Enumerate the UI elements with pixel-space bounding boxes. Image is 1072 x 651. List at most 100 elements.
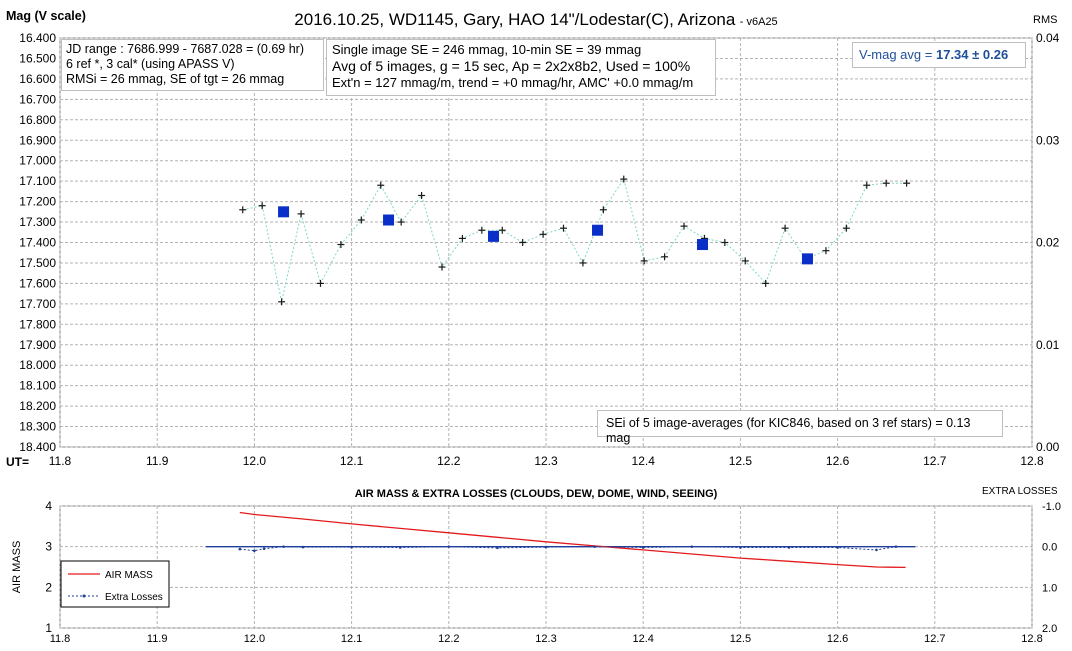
- data-point-individual: [357, 216, 365, 224]
- data-point-individual: [822, 247, 830, 255]
- lower-x-tick-label: 12.3: [535, 633, 556, 645]
- data-point-individual: [519, 239, 527, 246]
- y2-axis-label: RMS: [1033, 14, 1057, 26]
- data-point-individual: [741, 257, 749, 265]
- lower-x-tick-label: 12.5: [730, 633, 751, 645]
- y-tick-label: 18.200: [19, 399, 56, 413]
- data-point-individual: [438, 263, 446, 271]
- data-point-individual: [539, 230, 547, 238]
- y-tick-label: 18.000: [19, 358, 56, 372]
- y-tick-label: 17.300: [19, 215, 56, 229]
- data-point-individual: [842, 224, 850, 232]
- lower-y-axis-label: AIR MASS: [11, 541, 23, 594]
- vmag-avg-error: ± 0.26: [972, 47, 1009, 62]
- extra-losses-point: [544, 545, 548, 549]
- data-point-individual: [278, 298, 286, 306]
- lower-x-tick-label: 12.6: [827, 633, 848, 645]
- data-point-individual: [762, 279, 770, 287]
- data-point-individual: [239, 206, 247, 214]
- data-point-average: [278, 206, 290, 218]
- series-extra-losses-line: [239, 546, 896, 552]
- vmag-avg-value: 17.34: [935, 47, 969, 62]
- extra-losses-point: [496, 546, 499, 550]
- y-tick-label: 17.500: [19, 256, 56, 270]
- x-tick-label: 12.3: [534, 454, 558, 468]
- extra-losses-point: [739, 546, 742, 549]
- data-point-individual: [680, 222, 688, 230]
- sei-note-box: SEi of 5 image-averages (for KIC846, bas…: [597, 410, 1003, 445]
- extra-losses-point: [398, 546, 402, 549]
- extra-losses-point: [690, 545, 694, 548]
- lower-y-tick-label: 3: [45, 540, 52, 554]
- y-tick-label: 16.600: [19, 72, 56, 86]
- data-point-individual: [377, 181, 385, 189]
- lower-y2-tick-label: 0.0: [1042, 542, 1057, 554]
- data-point-individual: [478, 226, 486, 234]
- y2-tick-label: 0.00: [1036, 440, 1060, 454]
- x-tick-label: 12.4: [632, 454, 656, 468]
- extra-losses-point: [593, 545, 596, 548]
- legend-air-mass-label: AIR MASS: [105, 570, 153, 581]
- data-point-individual: [559, 224, 567, 232]
- y-tick-label: 18.400: [19, 440, 56, 454]
- y-tick-label: 18.100: [19, 379, 56, 393]
- x-tick-label: 12.2: [437, 454, 461, 468]
- y2-tick-label: 0.02: [1036, 236, 1060, 250]
- y-tick-label: 17.700: [19, 297, 56, 311]
- y-tick-label: 17.400: [19, 236, 56, 250]
- data-point-individual: [661, 253, 669, 261]
- y-tick-label: 17.200: [19, 195, 56, 209]
- x-tick-label: 12.1: [340, 454, 364, 468]
- data-point-average: [696, 239, 708, 251]
- y-tick-label: 17.900: [19, 338, 56, 352]
- data-point-individual: [458, 234, 466, 242]
- extra-losses-point: [350, 545, 353, 549]
- chart-version-tag: - v6A25: [739, 16, 778, 28]
- lower-x-tick-label: 12.1: [341, 633, 362, 645]
- lower-y-tick-label: 2: [45, 580, 52, 594]
- lower-y2-axis-label: EXTRA LOSSES: [982, 486, 1058, 497]
- data-point-individual: [599, 206, 607, 214]
- y-tick-label: 17.800: [19, 317, 56, 331]
- vmag-avg-label: V-mag avg =: [859, 47, 933, 62]
- lower-x-tick-label: 11.9: [147, 633, 168, 645]
- extra-losses-point: [836, 546, 839, 549]
- data-point-individual: [863, 181, 871, 189]
- data-point-individual: [640, 257, 648, 265]
- y-tick-label: 16.700: [19, 92, 56, 106]
- y2-tick-label: 0.04: [1036, 31, 1060, 45]
- data-point-individual: [316, 279, 324, 287]
- data-point-individual: [620, 175, 628, 183]
- data-point-individual: [297, 210, 305, 218]
- x-axis-prefix-label: UT=: [6, 455, 29, 469]
- y-axis-label: Mag (V scale): [6, 9, 86, 23]
- y-tick-label: 16.500: [19, 51, 56, 65]
- y-tick-label: 16.900: [19, 133, 56, 147]
- data-point-individual: [397, 218, 405, 226]
- series-air-mass-line: [239, 511, 906, 569]
- y-tick-label: 16.400: [19, 31, 56, 45]
- data-point-individual: [781, 224, 789, 232]
- lower-legend: AIR MASS Extra Losses: [60, 560, 170, 608]
- info-left-line-2: 6 ref *, 3 cal* (using APASS V): [66, 57, 235, 71]
- info-mid-line-3: Ext'n = 127 mmag/m, trend = +0 mmag/hr, …: [332, 75, 694, 90]
- x-tick-label: 12.5: [729, 454, 753, 468]
- data-point-average: [383, 214, 395, 226]
- lower-chart-title: AIR MASS & EXTRA LOSSES (CLOUDS, DEW, DO…: [355, 488, 718, 500]
- y-tick-label: 17.100: [19, 174, 56, 188]
- legend-extra-losses-marker: [82, 594, 86, 598]
- legend-extra-losses-label: Extra Losses: [105, 592, 163, 603]
- extra-losses-point: [447, 545, 451, 548]
- data-point-individual: [258, 202, 266, 210]
- info-box-left: JD range : 7686.999 - 7687.028 = (0.69 h…: [61, 39, 324, 91]
- extra-losses-point: [301, 545, 305, 549]
- x-tick-label: 12.0: [243, 454, 267, 468]
- lower-y-tick-label: 1: [45, 621, 52, 635]
- lower-x-tick-label: 12.2: [438, 633, 459, 645]
- lower-y2-tick-label: -1.0: [1042, 501, 1061, 513]
- lower-x-tick-label: 12.8: [1021, 633, 1042, 645]
- data-point-individual: [418, 191, 426, 199]
- x-tick-label: 12.8: [1020, 454, 1044, 468]
- extra-losses-point: [282, 545, 285, 548]
